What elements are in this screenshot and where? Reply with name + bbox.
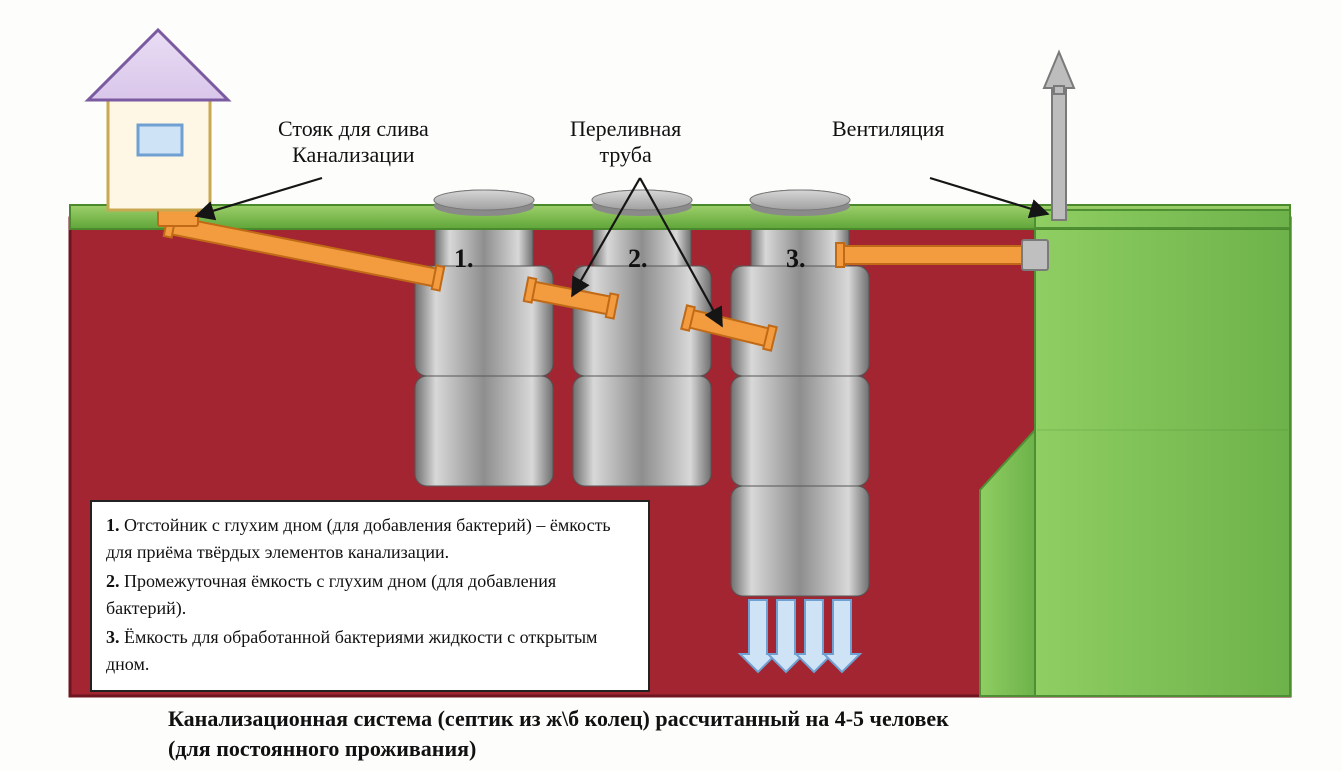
tank-number-3: 3. [786,244,806,274]
pipe-green-entry [1022,240,1048,270]
tank-lid-top-3 [750,190,850,210]
diagram-stage: Стояк для слива Канализации Переливная т… [0,0,1342,771]
legend-item: 2. Промежуточная ёмкость с глухим дном (… [106,568,634,622]
legend-box: 1. Отстойник с глухим дном (для добавлен… [90,500,650,692]
vent-arrow-icon [1044,52,1074,88]
label-overflow: Переливная труба [570,116,681,168]
caption-line-1: Канализационная система (септик из ж\б к… [168,704,949,734]
legend-item: 3. Ёмкость для обработанной бактериями ж… [106,624,634,678]
green-structure-topstrip [1035,210,1290,228]
tank-number-1: 1. [454,244,474,274]
caption: Канализационная система (септик из ж\б к… [168,704,949,763]
house-roof [88,30,228,100]
caption-line-2: (для постоянного проживания) [168,734,949,764]
label-vent: Вентиляция [832,116,944,142]
tank-number-2: 2. [628,244,648,274]
pipe p_t3_to_green [836,243,1042,267]
green-structure-main [1035,210,1290,696]
tank-lid-top-2 [592,190,692,210]
vent-arrow-stem [1054,86,1064,94]
house-window [138,125,182,155]
tank-1 [415,204,553,486]
legend-item: 1. Отстойник с глухим дном (для добавлен… [106,512,634,566]
label-drain: Стояк для слива Канализации [278,116,429,168]
tank-lid-top-1 [434,190,534,210]
